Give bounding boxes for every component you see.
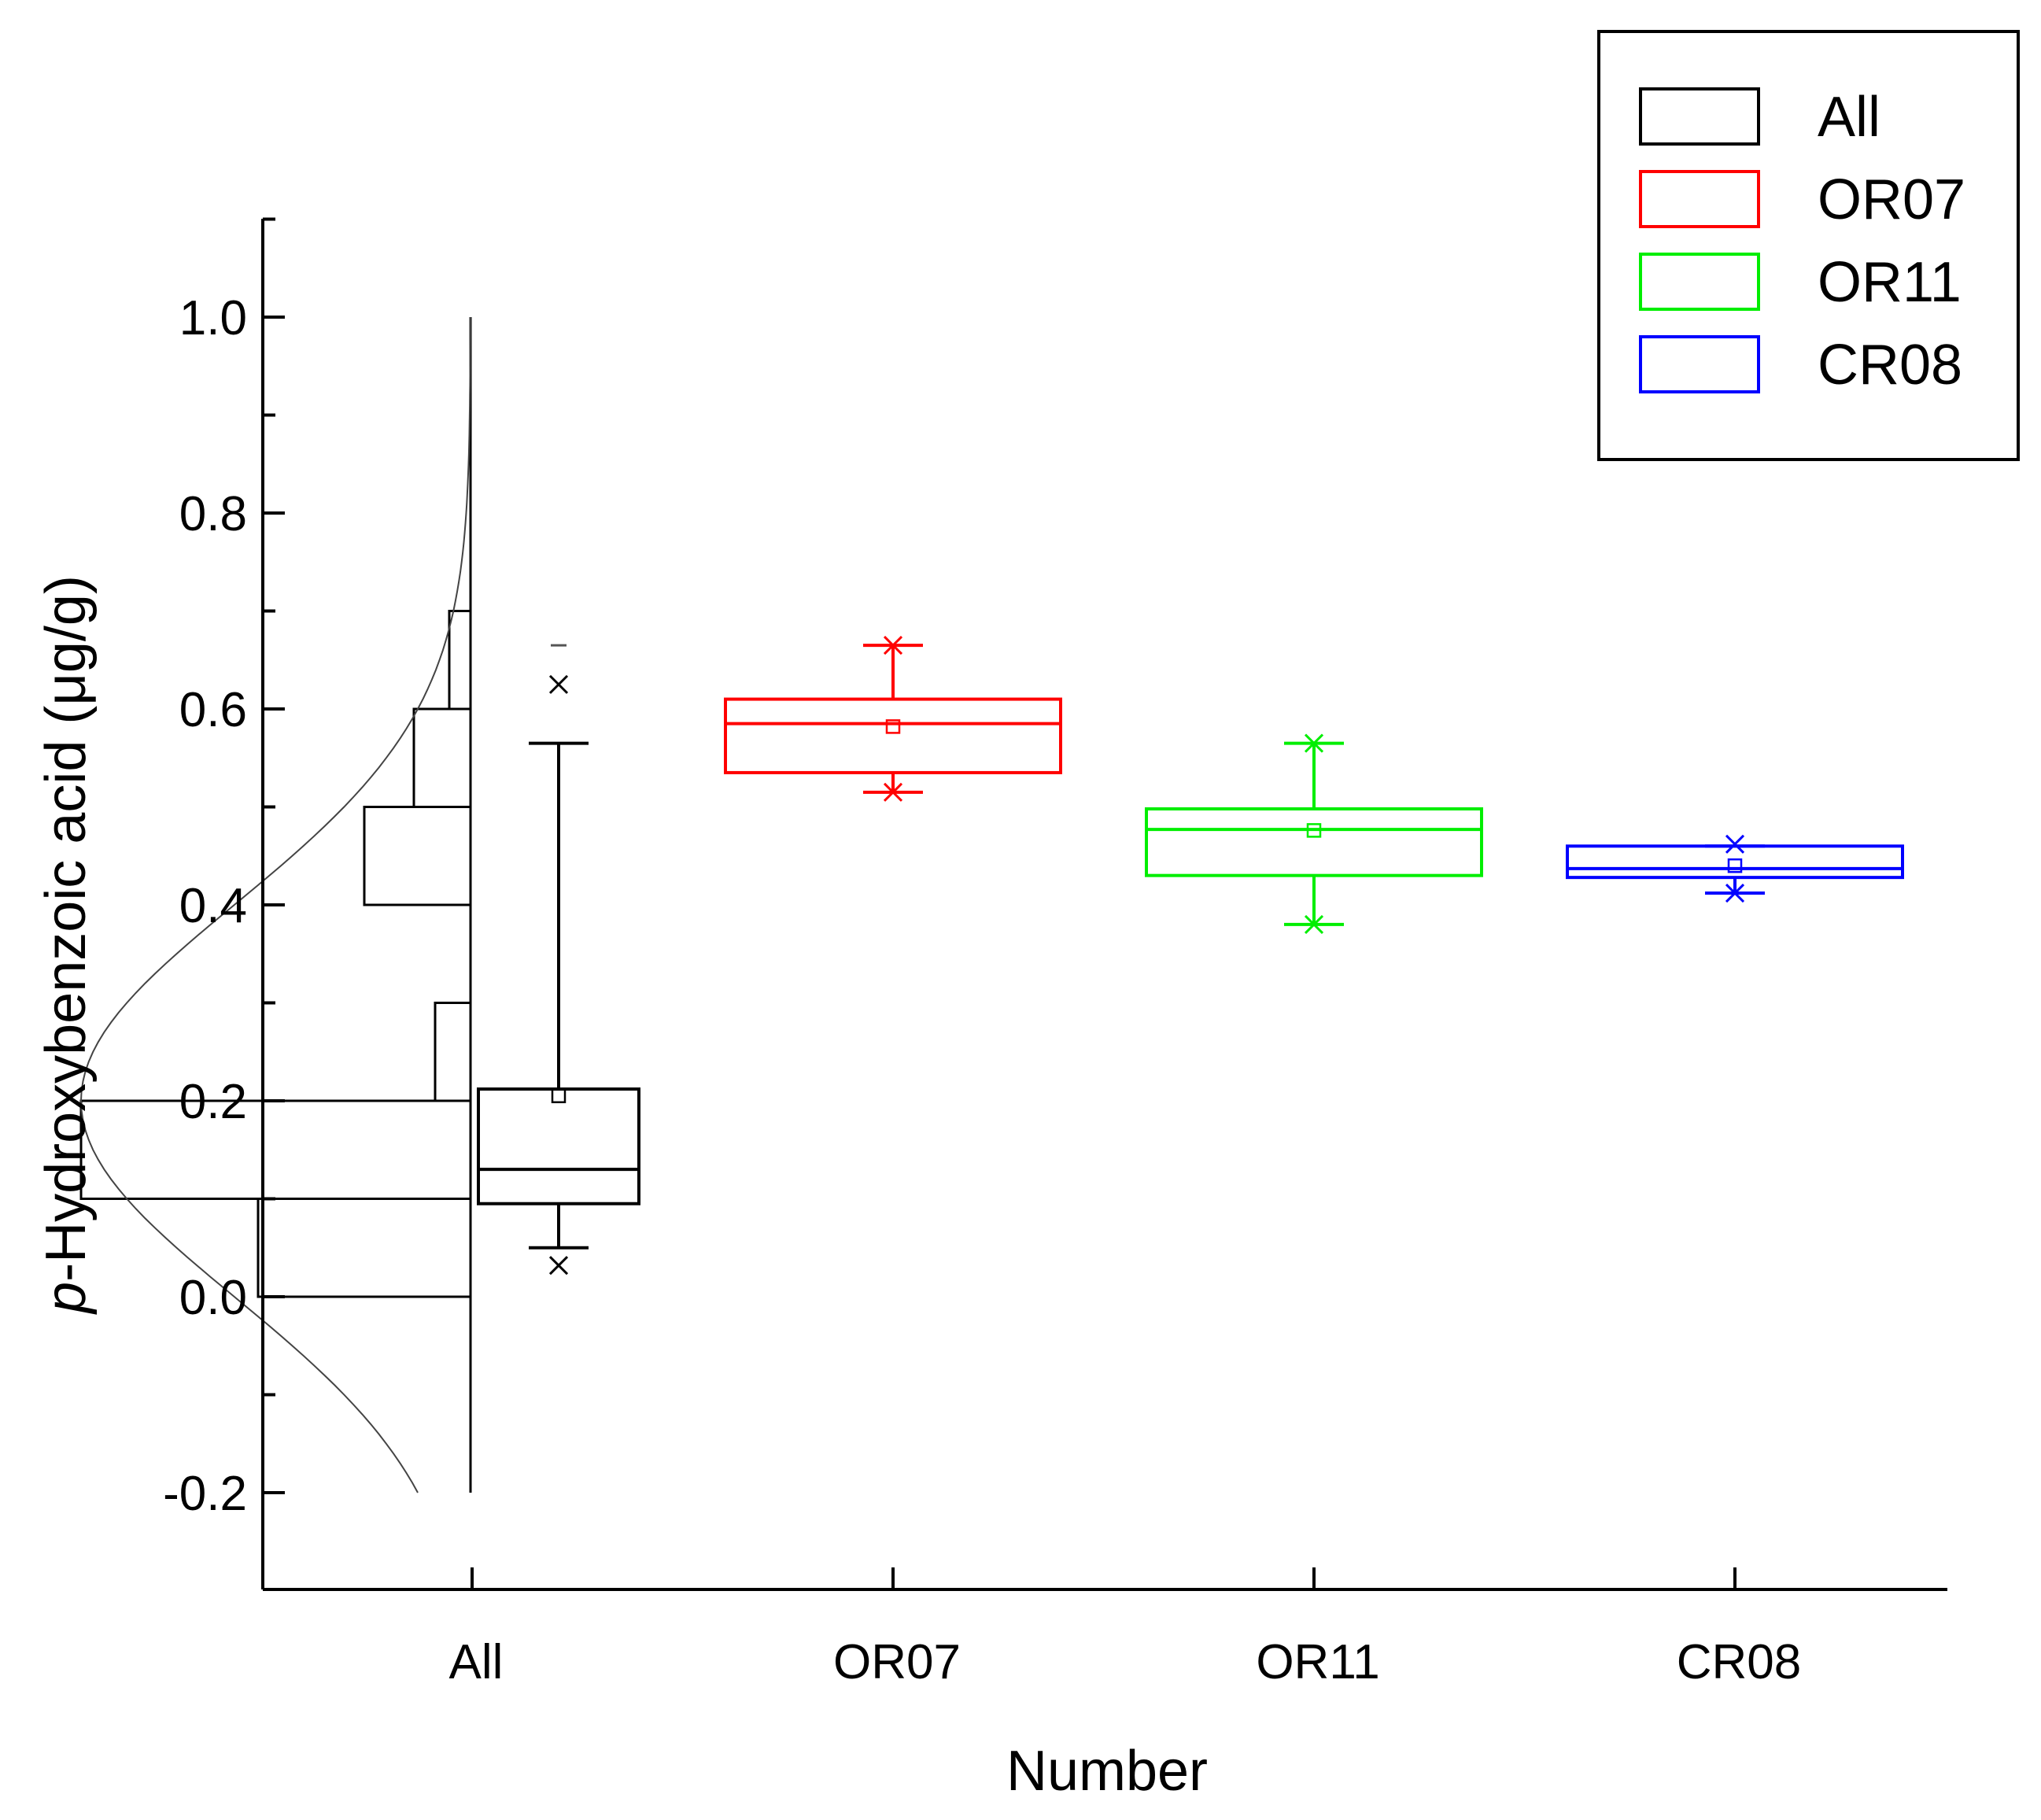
- y-tick-label: 0.8: [179, 487, 247, 541]
- min-marker: [1304, 914, 1324, 934]
- legend-label: All: [1818, 86, 1880, 149]
- x-tick-label: All: [449, 1635, 504, 1689]
- box-iqr: [1566, 844, 1904, 880]
- x-tick-label: OR11: [1256, 1635, 1379, 1689]
- y-axis-title-italic: p: [35, 1282, 98, 1315]
- min-marker-stroke: [1304, 914, 1324, 934]
- mean-marker: [551, 1088, 567, 1104]
- histogram-bar: [363, 806, 472, 906]
- x-tick-label: OR07: [833, 1635, 961, 1689]
- box-iqr: [477, 1087, 640, 1205]
- y-axis-title-text: -Hydroxybenzoic acid (μg/g): [35, 575, 98, 1282]
- legend-swatch: [1639, 253, 1760, 311]
- legend-item-all: All: [1639, 86, 1880, 149]
- histogram-bar: [412, 707, 472, 808]
- axes: -0.2 0.0 0.2 0.4 0.6 0.8 1.0 All OR07 OR11 CR08: [163, 217, 1947, 1689]
- y-tick-label: 0.6: [179, 683, 247, 737]
- legend-swatch: [1639, 335, 1760, 393]
- histogram-bar: [257, 1198, 472, 1298]
- plot-area: [79, 317, 1904, 1493]
- min-marker-stroke: [1725, 883, 1745, 903]
- max-marker: [1304, 733, 1324, 753]
- mean-marker: [1306, 823, 1322, 838]
- box-or11: [1145, 733, 1483, 934]
- max-marker: [883, 636, 903, 655]
- box-all: [477, 644, 640, 1275]
- y-tick-label: 0.4: [179, 879, 247, 933]
- legend-item-cr08: CR08: [1639, 334, 1962, 397]
- box-iqr: [724, 697, 1062, 774]
- y-axis-title: p-Hydroxybenzoic acid (μg/g): [35, 575, 98, 1315]
- legend-label: OR11: [1818, 251, 1962, 314]
- mean-marker: [1727, 858, 1743, 873]
- min-marker: [1725, 883, 1745, 903]
- max-marker-stroke: [1725, 834, 1745, 854]
- y-tick-label: 0.0: [179, 1271, 247, 1325]
- legend-frame: [1597, 30, 2020, 461]
- legend-label: OR07: [1818, 168, 1965, 231]
- y-tick-label: 1.0: [179, 291, 247, 345]
- min-marker-stroke: [548, 1256, 569, 1275]
- box-iqr: [1145, 807, 1483, 877]
- legend-item-or07: OR07: [1639, 168, 1965, 231]
- max-marker-stroke: [548, 674, 569, 694]
- box-or07: [724, 636, 1062, 802]
- histogram-bar: [448, 610, 472, 711]
- normal-fit-curve: [79, 317, 471, 1493]
- max-marker: [1725, 834, 1745, 854]
- box-cr08: [1566, 834, 1904, 903]
- y-tick-label: 0.2: [179, 1075, 247, 1129]
- y-tick-label: -0.2: [163, 1467, 247, 1521]
- histogram-bar: [434, 1002, 472, 1102]
- histogram-bar: [79, 1099, 472, 1200]
- max-marker-stroke: [1304, 733, 1324, 753]
- legend-item-or11: OR11: [1639, 251, 1962, 314]
- x-axis-title: Number: [1006, 1740, 1208, 1803]
- min-marker: [548, 1256, 569, 1275]
- min-marker-stroke: [883, 782, 903, 802]
- min-marker: [883, 782, 903, 802]
- x-tick-label: CR08: [1677, 1635, 1802, 1689]
- mean-marker: [885, 719, 901, 734]
- legend-swatch: [1639, 170, 1760, 228]
- max-marker: [548, 674, 569, 694]
- legend-swatch: [1639, 87, 1760, 146]
- max-marker-stroke: [883, 636, 903, 655]
- legend-label: CR08: [1818, 334, 1962, 397]
- legend: All OR07 OR11 CR08: [1597, 30, 2020, 461]
